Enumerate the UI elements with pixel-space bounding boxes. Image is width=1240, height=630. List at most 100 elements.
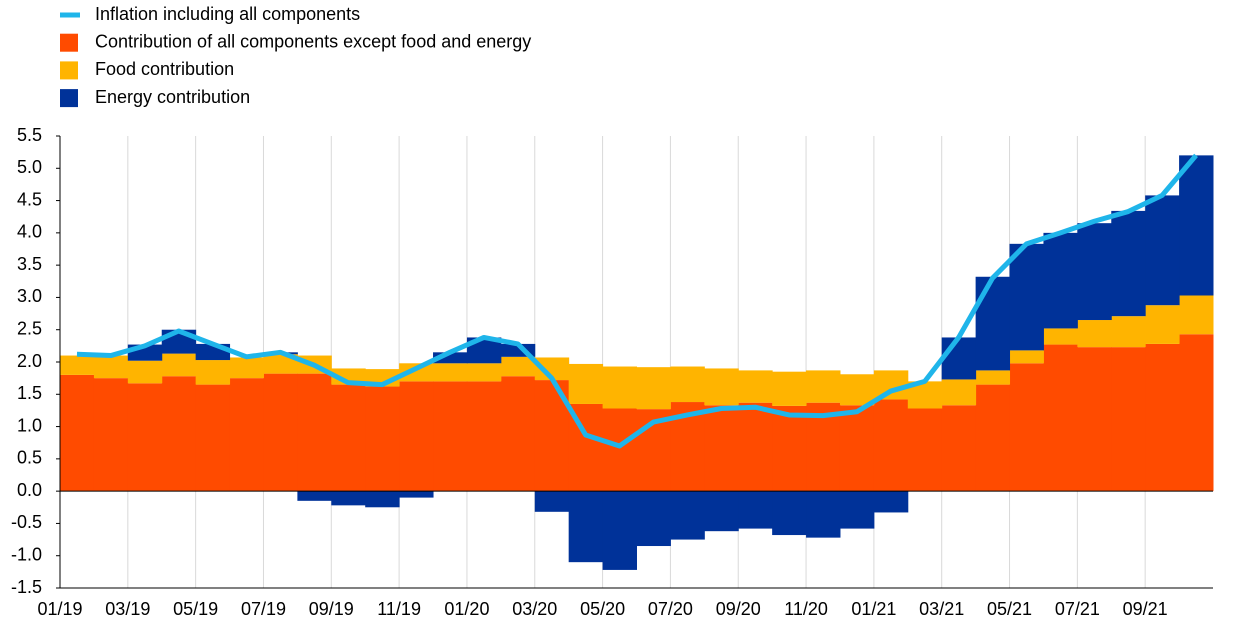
bar-segment	[670, 491, 705, 540]
x-tick-label: 01/19	[37, 599, 82, 619]
x-tick-label: 05/19	[173, 599, 218, 619]
bar-segment	[602, 491, 637, 570]
x-tick-label: 09/21	[1123, 599, 1168, 619]
bar-segment	[297, 491, 332, 501]
x-tick-label: 09/20	[716, 599, 761, 619]
bar-segment	[806, 491, 841, 538]
bar-segment	[941, 405, 977, 492]
bar-segment	[229, 378, 264, 492]
bar-segment	[1111, 347, 1146, 492]
bar-segment	[500, 356, 536, 377]
bar-segment	[399, 363, 434, 382]
bar-segment	[263, 354, 298, 374]
bar-segment	[1043, 232, 1078, 329]
bar-segment	[365, 386, 400, 492]
bar-segment	[229, 357, 264, 379]
y-tick-label: 2.5	[17, 318, 42, 338]
y-tick-label: 4.5	[17, 189, 42, 209]
bar-segment	[670, 366, 705, 403]
bar-segment	[704, 368, 739, 406]
bar-segment	[873, 491, 909, 513]
y-tick-label: 0.0	[17, 480, 42, 500]
x-tick-label: 07/20	[648, 599, 693, 619]
bar-segment	[93, 378, 129, 492]
x-tick-label: 07/19	[241, 599, 286, 619]
bar-segment	[195, 360, 231, 385]
bar-segment	[568, 491, 604, 563]
bar-segment	[602, 408, 637, 492]
bar-segment	[873, 370, 909, 400]
bar-segment	[839, 405, 875, 492]
y-tick-label: 5.5	[17, 125, 42, 145]
x-tick-label: 05/20	[580, 599, 625, 619]
bar-segment	[433, 363, 468, 382]
bar-segment	[127, 360, 163, 384]
bar-segment	[534, 357, 570, 381]
bar-segment	[1009, 243, 1044, 351]
bar-segment	[772, 405, 807, 492]
y-tick-label: -1.0	[11, 544, 42, 564]
bar-segment	[1179, 334, 1214, 492]
legend-swatch	[60, 89, 78, 108]
y-tick-label: 5.0	[17, 157, 42, 177]
bar-segment	[1179, 155, 1214, 296]
bar-segment	[433, 381, 468, 492]
bar-segment	[1009, 363, 1044, 492]
bar-segment	[399, 491, 434, 498]
y-tick-label: 0.5	[17, 448, 42, 468]
x-tick-label: 03/21	[919, 599, 964, 619]
bar-segment	[263, 373, 298, 492]
bar-segment	[772, 491, 807, 536]
x-tick-label: 01/20	[444, 599, 489, 619]
bar-segment	[331, 384, 366, 492]
bar-segment	[839, 374, 875, 406]
x-tick-label: 07/21	[1055, 599, 1100, 619]
bar-segment	[297, 373, 332, 492]
bar-segment	[534, 491, 570, 512]
bar-segment	[365, 491, 400, 508]
bar-segment	[466, 381, 502, 492]
bar-segment	[127, 383, 163, 492]
x-tick-label: 11/19	[377, 599, 421, 619]
y-tick-label: 4.0	[17, 222, 42, 242]
bar-segment	[1145, 195, 1180, 306]
legend-swatch	[60, 33, 78, 52]
bar-segment	[704, 491, 739, 532]
legend-swatch	[60, 61, 78, 80]
bar-segment	[60, 355, 95, 375]
bar-segment	[93, 355, 129, 379]
bar-segment	[738, 491, 773, 529]
bar-segment	[602, 366, 637, 409]
bar-segment	[636, 367, 671, 410]
bar-segment	[1179, 295, 1214, 335]
bar-segment	[1009, 350, 1044, 364]
bar-segment	[161, 376, 197, 492]
x-tick-label: 01/21	[851, 599, 896, 619]
bar-segment	[907, 408, 943, 492]
bar-segment	[331, 491, 366, 506]
y-tick-label: 3.5	[17, 254, 42, 274]
bar-segment	[195, 384, 231, 492]
bar-segment	[772, 371, 807, 406]
bar-segment	[975, 276, 1011, 371]
y-tick-label: -0.5	[11, 512, 42, 532]
bar-segment	[1043, 328, 1078, 345]
legend-label: Contribution of all components except fo…	[95, 31, 531, 51]
bar-segment	[738, 370, 773, 403]
bar-segment	[975, 370, 1011, 385]
bar-segment	[704, 405, 739, 492]
bar-segment	[1145, 305, 1180, 344]
x-tick-label: 11/20	[784, 599, 828, 619]
bar-segment	[941, 379, 977, 406]
bar-segment	[568, 363, 604, 404]
y-tick-label: 3.0	[17, 286, 42, 306]
bar-segment	[399, 381, 434, 492]
bar-segment	[1077, 223, 1112, 321]
bar-segment	[1111, 210, 1146, 317]
bar-segment	[873, 399, 909, 492]
bar-segment	[433, 352, 468, 364]
bar-segment	[738, 402, 773, 492]
y-tick-label: 1.0	[17, 415, 42, 435]
bar-segment	[806, 370, 841, 403]
